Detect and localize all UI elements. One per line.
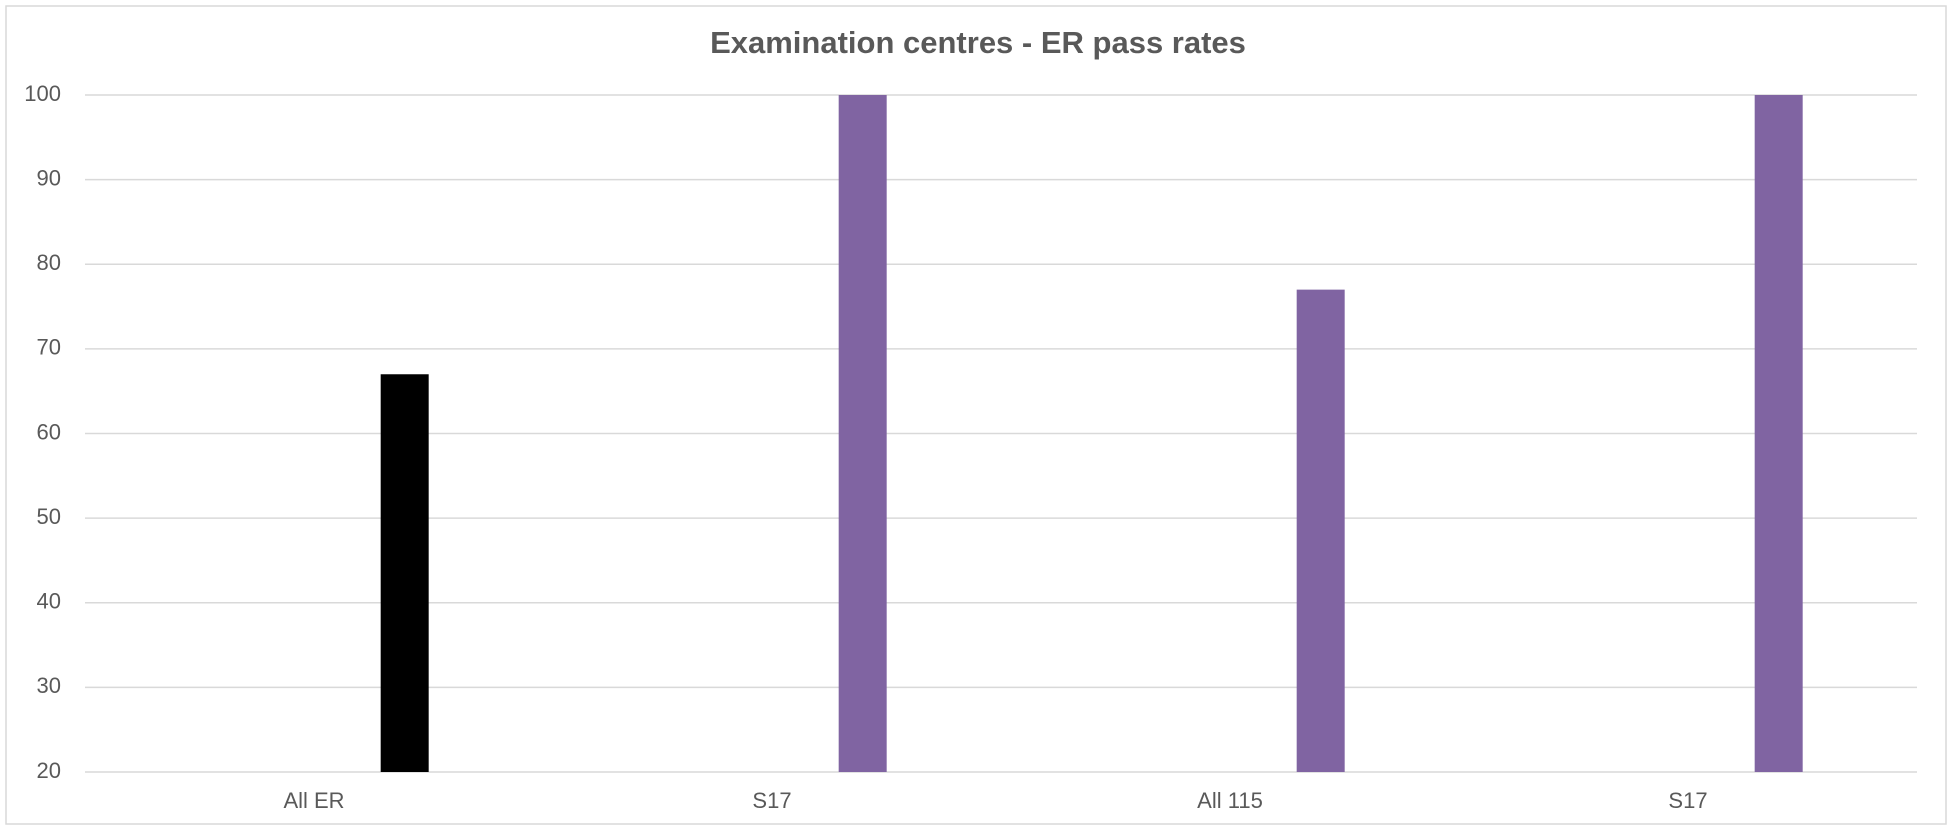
y-tick-label: 100	[24, 81, 61, 106]
y-tick-label: 60	[37, 419, 61, 444]
bar	[1296, 289, 1345, 772]
x-tick-label: All ER	[283, 788, 344, 813]
y-tick-label: 90	[37, 165, 61, 190]
bar	[380, 374, 429, 772]
y-tick-label: 80	[37, 250, 61, 275]
y-tick-label: 20	[37, 758, 61, 783]
x-tick-label: S17	[752, 788, 791, 813]
bar	[838, 95, 887, 772]
bar	[1754, 95, 1803, 772]
y-tick-label: 30	[37, 673, 61, 698]
y-tick-label: 70	[37, 335, 61, 360]
chart-title: Examination centres - ER pass rates	[710, 25, 1246, 60]
x-tick-label: S17	[1668, 788, 1707, 813]
y-tick-label: 50	[37, 504, 61, 529]
chart-border	[5, 5, 1947, 825]
x-tick-label: All 115	[1197, 788, 1263, 813]
y-tick-label: 40	[37, 589, 61, 614]
